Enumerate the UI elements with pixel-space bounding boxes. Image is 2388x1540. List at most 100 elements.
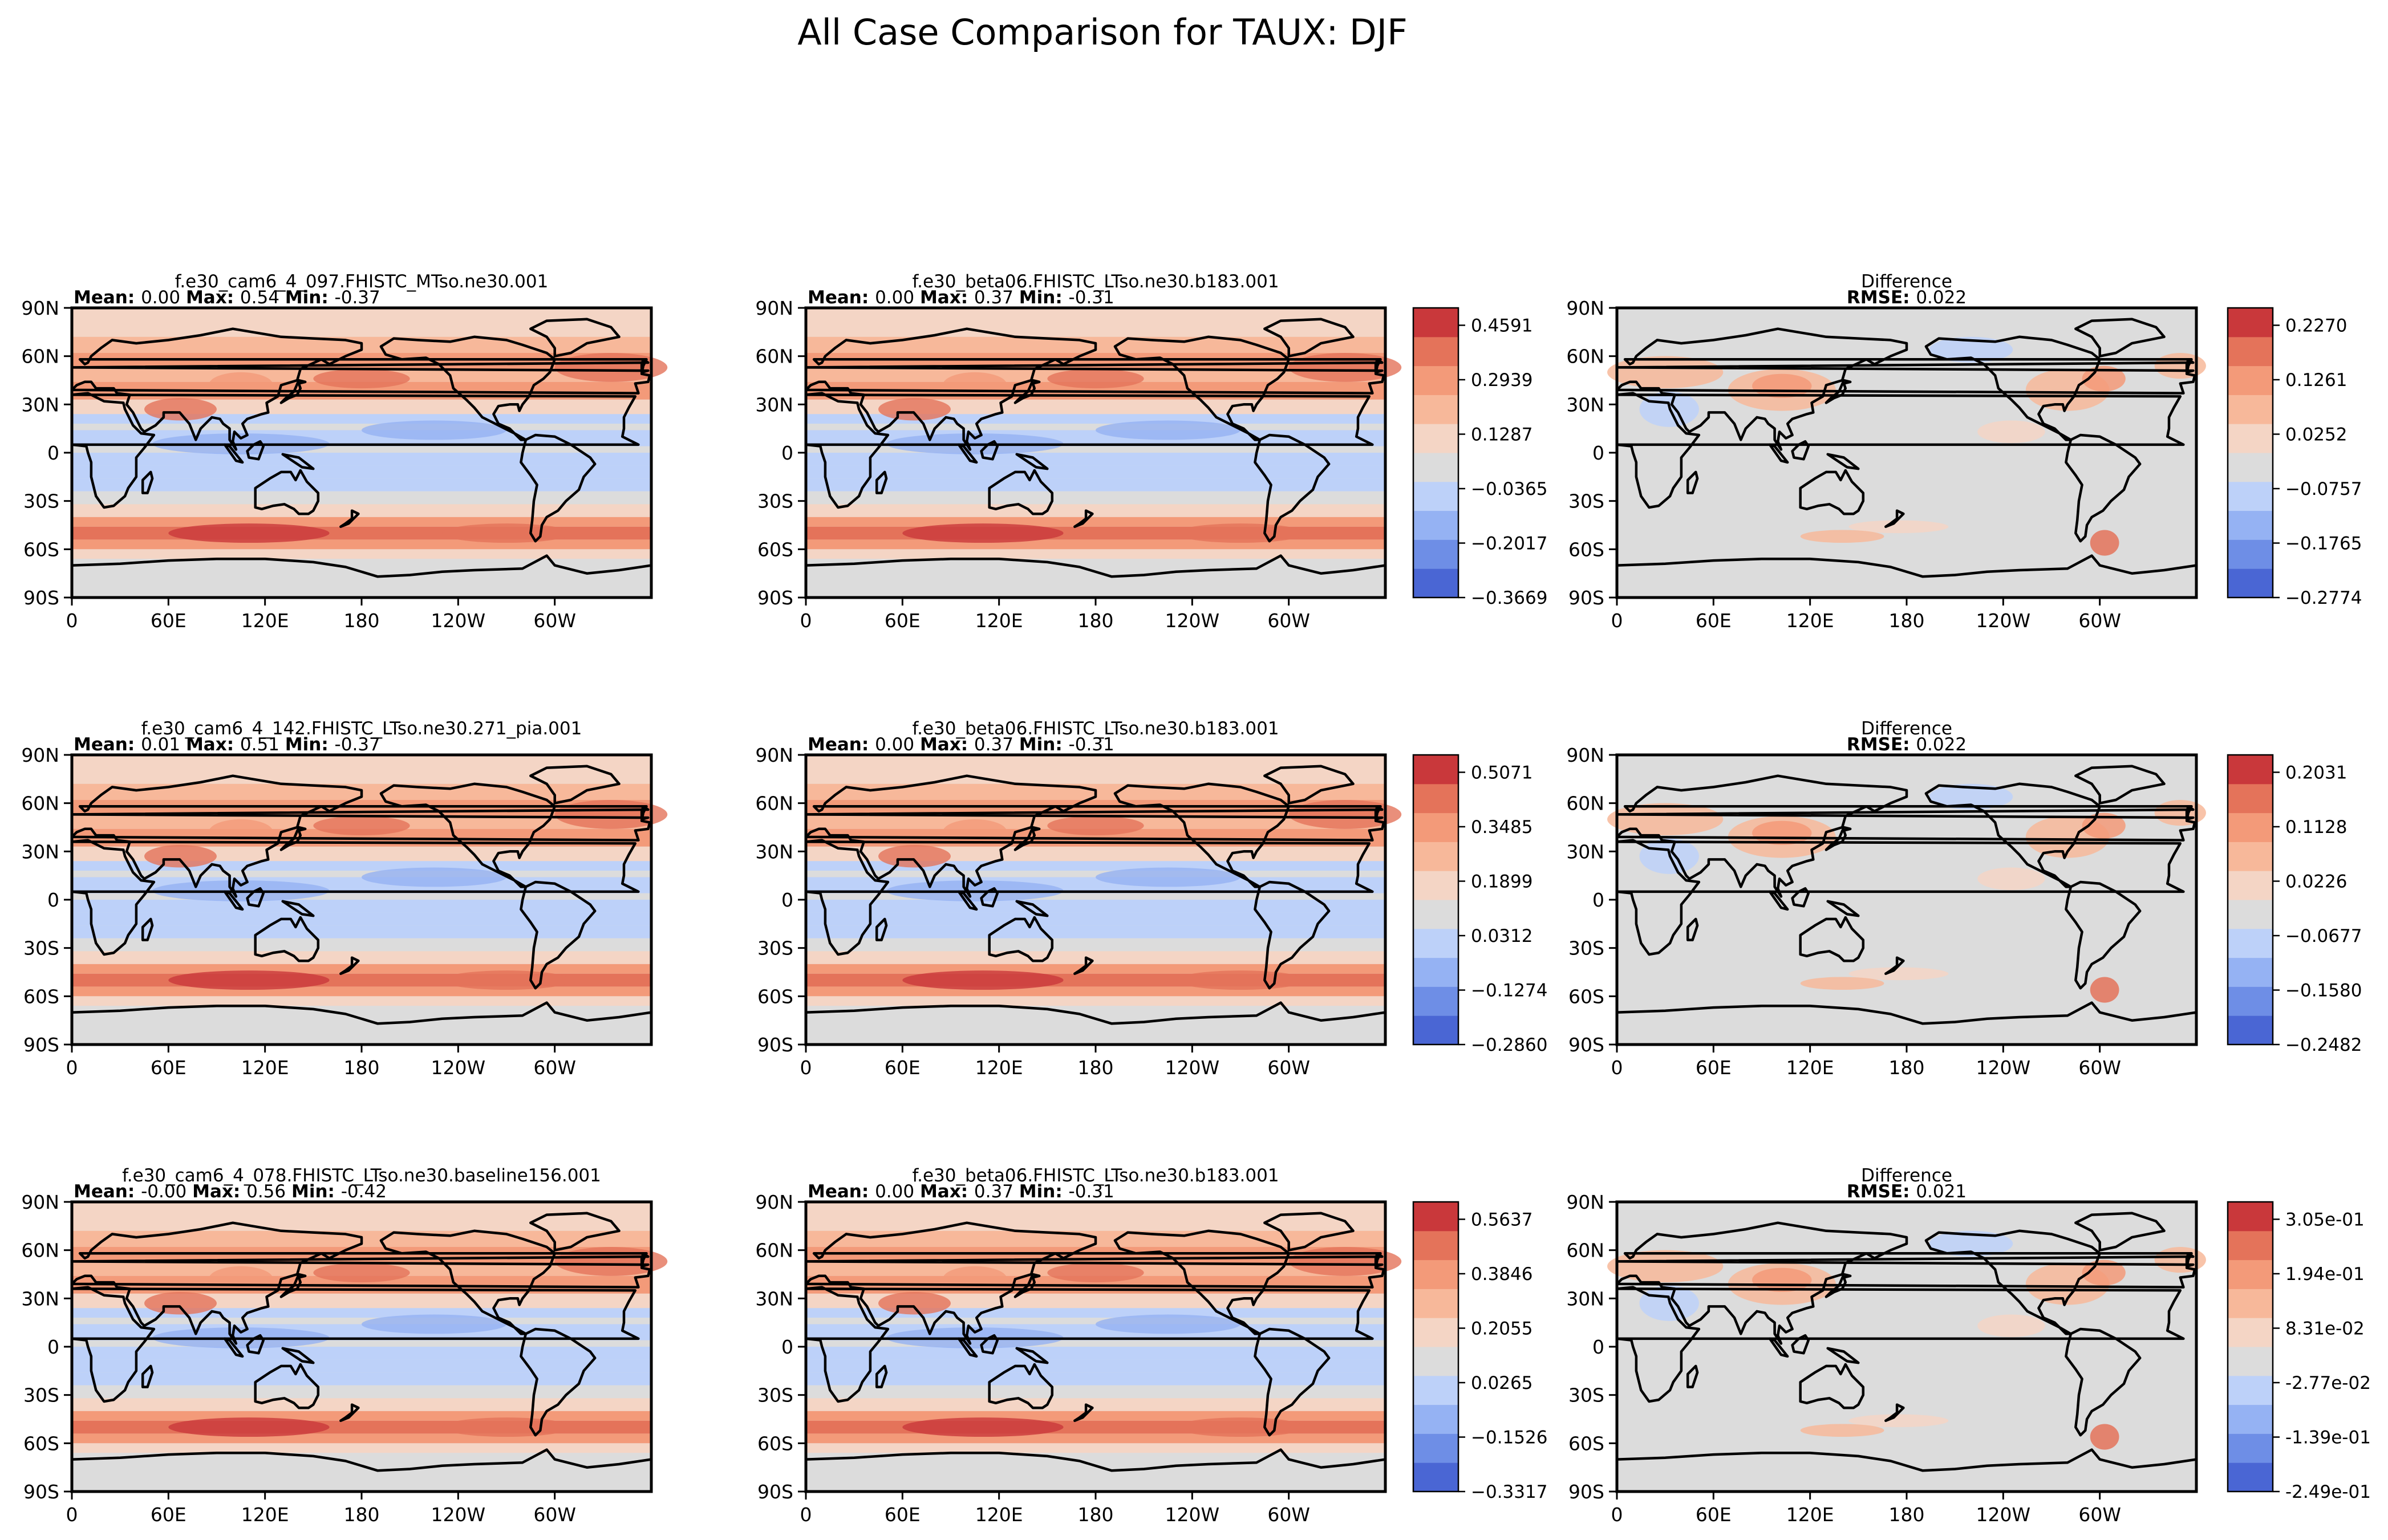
colorbar-tick-label: 8.31e-02 — [2285, 1318, 2365, 1339]
contour-band — [806, 446, 1385, 453]
colorbar-segment — [2228, 957, 2273, 987]
x-tick-label: 180 — [1889, 610, 1925, 632]
contour-fill — [2082, 812, 2126, 839]
coastline-americaS — [1254, 433, 1331, 543]
colorbar-segment — [2228, 986, 2273, 1016]
contour-fill — [902, 523, 1064, 543]
x-tick-label: 60W — [2078, 1057, 2121, 1079]
contour-band — [806, 308, 1385, 337]
coastline-americaN — [379, 782, 556, 888]
colorbar-segment — [1413, 568, 1458, 598]
contour-fill — [1848, 1414, 1949, 1428]
coastline-americaS — [2065, 1327, 2142, 1437]
colorbar-tick-label: 0.2939 — [1471, 370, 1532, 391]
coastline-americaN — [1924, 782, 2101, 888]
contour-fill — [1176, 523, 1305, 543]
colorbar-tick-label: −0.2482 — [2285, 1035, 2362, 1055]
colorbar-frame — [1412, 754, 1459, 1046]
coastline-australia — [988, 1363, 1054, 1409]
colorbar-segment — [2228, 1202, 2273, 1232]
contour-fill — [1929, 783, 2013, 810]
coastline-sumatra — [223, 1337, 244, 1358]
colorbar-segment — [1413, 957, 1458, 987]
coastline-africa — [72, 1286, 640, 1403]
contour-fill — [1800, 1424, 1884, 1437]
stat-label: Min: — [285, 287, 335, 308]
colorbar-tick-label: 0.2055 — [1471, 1318, 1532, 1339]
y-tick-label: 30S — [23, 490, 59, 513]
colorbar-segment — [2228, 1347, 2273, 1376]
coastline-newzealand — [1884, 956, 1905, 976]
colorbar-tick-label: −0.1526 — [1471, 1427, 1547, 1448]
contour-fill — [1096, 420, 1240, 440]
colorbar-tick-label: 1.94e-01 — [2285, 1264, 2365, 1285]
coastline-japan — [1013, 826, 1041, 851]
contour-fill — [902, 970, 1064, 990]
x-tick-label: 60W — [1267, 1057, 1310, 1079]
y-tick-label: 90N — [1566, 1191, 1604, 1213]
y-tick-label: 30S — [757, 937, 793, 960]
contour-band — [806, 1308, 1385, 1318]
colorbar-tick-label: -2.77e-02 — [2285, 1373, 2371, 1393]
colorbar-tick-label: −0.2017 — [1471, 533, 1547, 554]
coastline-americaN — [1113, 335, 1290, 441]
y-tick-label: 0 — [781, 442, 793, 464]
y-tick-label: 90N — [755, 297, 793, 319]
colorbar-segment — [1413, 539, 1458, 569]
x-tick-label: 120W — [1165, 1504, 1220, 1526]
y-tick-label: 60N — [21, 793, 59, 815]
contour-band — [72, 912, 651, 926]
colorbar-segment — [2228, 1289, 2273, 1318]
colorbar-segment — [1413, 336, 1458, 367]
contour-band — [806, 414, 1385, 424]
contour-band — [806, 1411, 1385, 1421]
coastline-antarctica — [806, 1448, 1385, 1492]
x-tick-label: 60E — [885, 1504, 921, 1526]
y-tick-label: 90S — [757, 1034, 793, 1056]
contour-fill — [313, 369, 410, 389]
contour-band — [72, 539, 651, 550]
contour-fill — [2154, 353, 2206, 379]
coastline-australia — [1799, 916, 1865, 962]
coastline-americaN — [1924, 335, 2101, 441]
contour-fill — [1800, 530, 1884, 543]
y-tick-label: 0 — [47, 1336, 59, 1358]
y-tick-label: 30N — [755, 393, 793, 416]
coastline-madagascar — [1686, 470, 1699, 494]
coastline-borneo — [980, 1334, 999, 1355]
x-tick-label: 120W — [431, 610, 486, 632]
stat-value: 0.56 — [246, 1181, 291, 1202]
coastline-australia — [1799, 1363, 1865, 1409]
contour-fill — [1096, 1314, 1240, 1334]
colorbar-segment — [2228, 1404, 2273, 1434]
colorbar-segment — [1413, 395, 1458, 424]
x-tick-label: 180 — [1078, 1504, 1114, 1526]
colorbar-tick-label: 0.1287 — [1471, 424, 1532, 445]
coastline-japan — [1825, 379, 1852, 404]
x-tick-label: 0 — [800, 610, 812, 632]
panel-title: f.e30_beta06.FHISTC_LTso.ne30.b183.001 — [912, 271, 1279, 292]
coastline-newguinea — [281, 900, 315, 917]
coastline-eurasia — [1617, 327, 2196, 451]
coastline-antarctica — [72, 1001, 651, 1045]
colorbar-segment — [2228, 928, 2273, 958]
panel-title: f.e30_beta06.FHISTC_LTso.ne30.b183.001 — [912, 1165, 1279, 1186]
y-tick-label: 30S — [757, 490, 793, 513]
contour-band — [806, 1359, 1385, 1373]
x-tick-label: 120E — [975, 1057, 1023, 1079]
contour-fill — [1977, 1314, 2045, 1338]
coastline-japan — [1013, 1273, 1041, 1298]
y-tick-label: 30N — [21, 393, 59, 416]
contour-band — [72, 1308, 651, 1318]
colorbar-segment — [1413, 1202, 1458, 1232]
y-tick-label: 60S — [757, 985, 793, 1007]
contour-fill — [1096, 867, 1240, 887]
contour-band — [806, 1202, 1385, 1231]
colorbar-segment — [1413, 453, 1458, 482]
coastline-sumatra — [1768, 443, 1789, 464]
contour-fill — [362, 1314, 506, 1334]
y-tick-label: 60S — [23, 985, 59, 1007]
contour-fill — [2082, 1259, 2126, 1286]
contour-fill — [168, 523, 330, 543]
coastline-borneo — [1791, 887, 1810, 908]
